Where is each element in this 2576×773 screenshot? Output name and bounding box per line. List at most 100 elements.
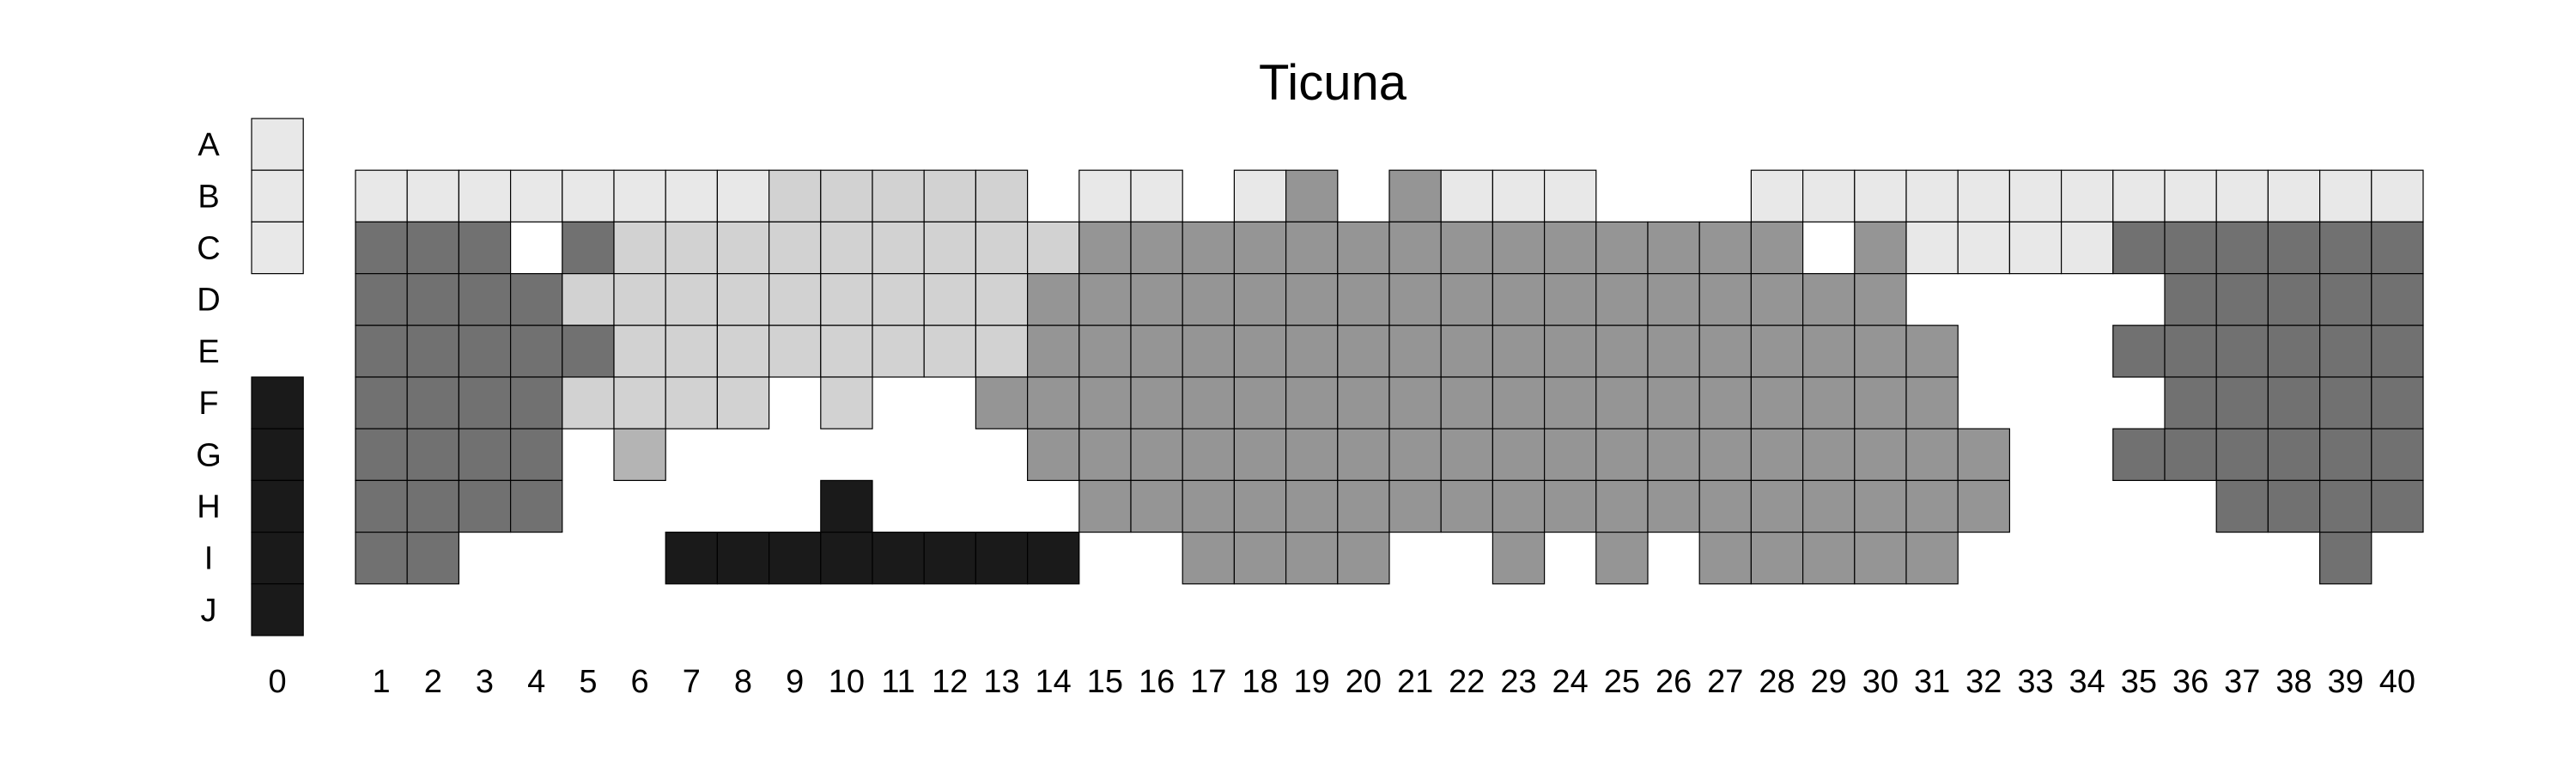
heatmap-cell-B-3 [458,169,512,222]
heatmap-cell-B-21 [1388,169,1442,222]
heatmap-cell-C-23 [1492,221,1546,275]
column-label-34: 34 [2069,664,2105,700]
row-label-B: B [197,179,219,215]
heatmap-cell-C-20 [1337,221,1390,275]
heatmap-cell-D-40 [2371,273,2424,326]
heatmap-cell-B-32 [1957,169,2010,222]
heatmap-cell-C-21 [1388,221,1442,275]
heatmap-cell-H-17 [1182,479,1235,533]
heatmap-cell-B-38 [2267,169,2321,222]
heatmap-cell-C-14 [1026,221,1080,275]
heatmap-cell-D-29 [1802,273,1856,326]
heatmap-cell-B-22 [1440,169,1493,222]
heatmap-cell-C-6 [613,221,666,275]
heatmap-cell-D-10 [820,273,873,326]
heatmap-cell-B-5 [562,169,615,222]
heatmap-cell-I-18 [1233,531,1287,585]
heatmap-cell-B-19 [1285,169,1339,222]
heatmap-cell-G-14 [1026,428,1080,482]
column-label-14: 14 [1036,664,1072,700]
heatmap-cell-C-17 [1182,221,1235,275]
heatmap-cell-F-1 [355,376,408,429]
heatmap-cell-D-16 [1130,273,1183,326]
heatmap-cell-D-7 [665,273,719,326]
heatmap-cell-B-28 [1750,169,1804,222]
heatmap-cell-H-39 [2319,479,2372,533]
heatmap-cell-D-19 [1285,273,1339,326]
heatmap-cell-I-14 [1026,531,1080,585]
heatmap-cell-C-39 [2319,221,2372,275]
heatmap-cell-E-14 [1026,325,1080,378]
heatmap-cell-G-18 [1233,428,1287,482]
heatmap-cell-G-1 [355,428,408,482]
heatmap-cell-D-18 [1233,273,1287,326]
heatmap-cell-I-25 [1595,531,1649,585]
heatmap-cell-C-9 [768,221,822,275]
heatmap-cell-H-38 [2267,479,2321,533]
column-label-22: 22 [1449,664,1485,700]
heatmap-cell-E-39 [2319,325,2372,378]
heatmap-cell-G-2 [406,428,460,482]
heatmap-cell-D-14 [1026,273,1080,326]
column-label-26: 26 [1656,664,1692,700]
heatmap-cell-H-4 [509,479,563,533]
heatmap-cell-H-3 [458,479,512,533]
heatmap-cell-E-22 [1440,325,1493,378]
heatmap-cell-I-13 [975,531,1029,585]
heatmap-cell-F-36 [2164,376,2217,429]
heatmap-cell-D-30 [1854,273,1907,326]
heatmap-cell-C-13 [975,221,1029,275]
heatmap-cell-D-36 [2164,273,2217,326]
row-label-D: D [197,283,220,319]
heatmap-cell-C-38 [2267,221,2321,275]
heatmap-cell-E-6 [613,325,666,378]
heatmap-cell-E-19 [1285,325,1339,378]
heatmap-cell-C-33 [2008,221,2063,275]
heatmap-cell-D-39 [2319,273,2372,326]
column-label-6: 6 [631,664,649,700]
heatmap-cell-C-15 [1078,221,1132,275]
heatmap-cell-H-30 [1854,479,1907,533]
heatmap-cell-G-35 [2112,428,2166,482]
heatmap-cell-D-8 [716,273,770,326]
column-label-17: 17 [1190,664,1226,700]
column-label-1: 1 [373,664,391,700]
heatmap-cell-H-29 [1802,479,1856,533]
heatmap-cell-C-10 [820,221,873,275]
heatmap-cell-G-19 [1285,428,1339,482]
heatmap-cell-B-39 [2319,169,2372,222]
heatmap-cell-C-18 [1233,221,1287,275]
heatmap-cell-H-0 [251,479,304,533]
column-label-2: 2 [424,664,442,700]
heatmap-cell-G-39 [2319,428,2372,482]
heatmap-cell-D-37 [2215,273,2269,326]
heatmap-cell-F-39 [2319,376,2372,429]
heatmap-cell-F-24 [1543,376,1597,429]
heatmap-cell-C-27 [1698,221,1752,275]
chart-title: Ticuna [1259,55,1407,111]
heatmap-cell-E-30 [1854,325,1907,378]
heatmap-cell-B-15 [1078,169,1132,222]
heatmap-cell-I-7 [665,531,719,585]
heatmap-cell-C-30 [1854,221,1907,275]
heatmap-cell-F-6 [613,376,666,429]
heatmap-cell-G-37 [2215,428,2269,482]
heatmap-cell-E-35 [2112,325,2166,378]
heatmap-cell-F-28 [1750,376,1804,429]
column-label-23: 23 [1500,664,1536,700]
heatmap-cell-D-5 [562,273,615,326]
column-label-39: 39 [2328,664,2364,700]
heatmap-cell-H-37 [2215,479,2269,533]
heatmap-cell-B-12 [923,169,976,222]
column-label-19: 19 [1294,664,1330,700]
heatmap-cell-F-19 [1285,376,1339,429]
heatmap-cell-G-20 [1337,428,1390,482]
heatmap-cell-F-3 [458,376,512,429]
heatmap-cell-C-25 [1595,221,1649,275]
heatmap-cell-C-22 [1440,221,1493,275]
heatmap-cell-C-19 [1285,221,1339,275]
column-label-11: 11 [881,664,914,700]
heatmap-cell-E-36 [2164,325,2217,378]
row-label-J: J [201,593,217,629]
